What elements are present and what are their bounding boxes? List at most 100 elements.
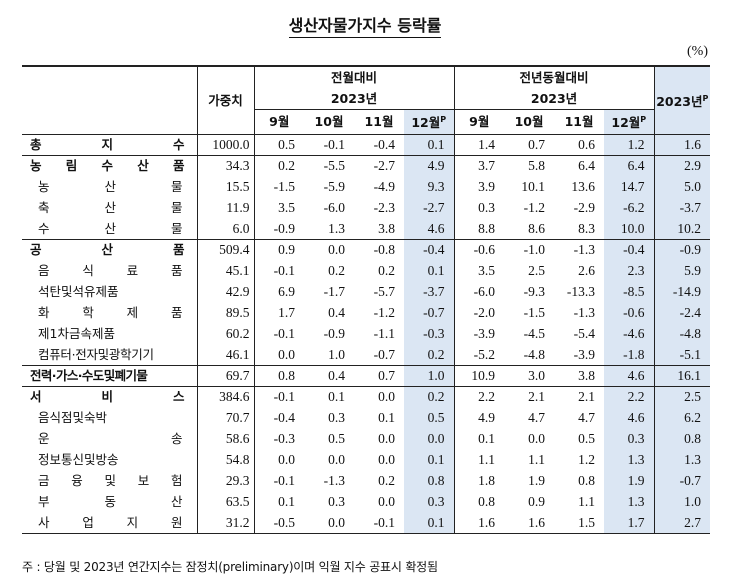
- weight-cell: 58.6: [196, 428, 254, 450]
- header-mom-month: 9월: [253, 109, 304, 135]
- yoy-cell: 3.7: [453, 155, 505, 177]
- header-yoy-month: 10월: [514, 114, 544, 129]
- yoy-cell: 1.5: [578, 514, 596, 530]
- mom-cell: 0.1: [328, 389, 345, 405]
- mom-cell: 0.1: [378, 410, 395, 425]
- row-label: 제1차금속제품: [38, 326, 115, 341]
- mom-cell: 0.0: [378, 494, 395, 509]
- row-label: 공 산 품: [30, 242, 185, 258]
- mom-cell: 4.9: [404, 155, 455, 177]
- header-yoy-month-current: 12월P: [604, 109, 655, 135]
- table-row: 사 업 지 원 31.2 -0.5 0.0 -0.1 0.1 1.6 1.6 1.5 1.7 2.7: [22, 512, 711, 534]
- mom-cell: -0.1: [253, 260, 304, 282]
- table-row: 총 지 수 1000.0 0.5 -0.1 -0.4 0.1 1.4 0.7 0.6 1.2 1.6: [22, 134, 711, 156]
- mom-cell: -2.3: [373, 200, 395, 215]
- yoy-cell: -2.0: [453, 302, 505, 324]
- row-label: 농 림 수 산 품: [30, 158, 185, 174]
- yoy-cell: 1.6: [453, 512, 505, 534]
- mom-cell: -0.1: [373, 514, 395, 530]
- yoy-cell: 1.6: [528, 514, 546, 530]
- mom-cell: 0.8: [404, 470, 455, 492]
- row-label: 정보통신및방송: [38, 452, 119, 467]
- mom-cell: 0.0: [378, 452, 395, 467]
- mom-cell: -0.9: [323, 326, 345, 341]
- yoy-cell: 1.2: [578, 452, 596, 467]
- yoy-cell: 10.9: [453, 365, 505, 387]
- annual-cell: 5.0: [653, 176, 711, 198]
- yoy-cell: 3.5: [453, 260, 505, 282]
- yoy-cell: -0.6: [604, 302, 655, 324]
- row-label: 사 업 지 원: [38, 514, 183, 530]
- yoy-cell: 0.7: [528, 137, 546, 152]
- mom-cell: 0.9: [253, 239, 304, 261]
- yoy-cell: 13.6: [571, 179, 596, 194]
- yoy-cell: 1.1: [528, 452, 546, 467]
- annual-cell: -2.4: [653, 302, 711, 324]
- mom-cell: -0.4: [404, 239, 455, 261]
- yoy-cell: 1.7: [604, 512, 655, 534]
- header-yoy-month: 9월: [453, 109, 505, 135]
- yoy-cell: -13.3: [566, 284, 596, 299]
- row-label: 음 식 료 품: [38, 263, 183, 278]
- mom-cell: 0.2: [404, 386, 455, 408]
- weight-cell: 11.9: [196, 197, 254, 219]
- yoy-cell: 8.6: [528, 220, 546, 236]
- weight-cell: 34.3: [196, 155, 254, 177]
- yoy-cell: -4.6: [604, 323, 655, 345]
- yoy-cell: 4.6: [604, 407, 655, 429]
- mom-cell: 3.5: [253, 197, 304, 219]
- annual-cell: 1.0: [653, 491, 711, 513]
- mom-cell: 0.5: [404, 407, 455, 429]
- weight-cell: 70.7: [196, 407, 254, 429]
- yoy-cell: 2.2: [604, 386, 655, 408]
- annual-cell: 0.8: [653, 428, 711, 450]
- yoy-cell: -1.8: [604, 344, 655, 366]
- yoy-cell: 0.1: [453, 428, 505, 450]
- yoy-cell: -8.5: [604, 281, 655, 303]
- table-row: 서 비 스 384.6 -0.1 0.1 0.0 0.2 2.2 2.1 2.1 2.2 2.5: [22, 386, 711, 408]
- annual-cell: 6.2: [653, 407, 711, 429]
- yoy-cell: 8.8: [453, 218, 505, 240]
- yoy-cell: -9.3: [523, 284, 546, 299]
- annual-cell: 10.2: [653, 218, 711, 240]
- mom-cell: 0.0: [253, 344, 304, 366]
- mom-cell: -4.9: [373, 179, 395, 194]
- table-row: 음 식 료 품 45.1 -0.1 0.2 0.2 0.1 3.5 2.5 2.6 2.3 5.9: [22, 260, 711, 282]
- mom-cell: 0.1: [253, 491, 304, 513]
- yoy-cell: 4.7: [578, 410, 596, 425]
- yoy-cell: 4.6: [604, 365, 655, 387]
- yoy-cell: -0.4: [604, 239, 655, 261]
- table-row: 농 림 수 산 품 34.3 0.2 -5.5 -2.7 4.9 3.7 5.8 6.4 6.4 2…: [22, 155, 711, 177]
- weight-cell: 69.7: [196, 365, 254, 387]
- yoy-cell: -1.3: [573, 305, 596, 320]
- row-label: 전력·가스·수도및폐기물: [30, 368, 148, 383]
- mom-cell: 0.8: [253, 365, 304, 387]
- mom-cell: 0.0: [328, 514, 345, 530]
- table-row: 정보통신및방송 54.8 0.0 0.0 0.0 0.1 1.1 1.1 1.2 1.3 1.3: [22, 449, 711, 471]
- mom-cell: 0.1: [404, 260, 455, 282]
- yoy-cell: 6.4: [578, 158, 596, 174]
- table-row: 공 산 품 509.4 0.9 0.0 -0.8 -0.4 -0.6 -1.0 -1.3 -0.4…: [22, 239, 711, 261]
- yoy-cell: 0.5: [578, 431, 596, 446]
- yoy-cell: 0.9: [528, 494, 546, 509]
- weight-cell: 45.1: [196, 260, 254, 282]
- weight-cell: 1000.0: [196, 134, 254, 156]
- table-row: 석탄및석유제품 42.9 6.9 -1.7 -5.7 -3.7 -6.0 -9.3 -13.3-…: [22, 281, 711, 303]
- mom-cell: -0.1: [323, 137, 345, 152]
- mom-cell: 0.0: [404, 428, 455, 450]
- annual-cell: -3.7: [653, 197, 711, 219]
- mom-cell: -5.5: [323, 158, 345, 174]
- mom-cell: 0.4: [328, 368, 345, 383]
- mom-cell: -1.5: [253, 176, 304, 198]
- header-mom-month: 11월: [364, 114, 394, 129]
- mom-cell: -2.7: [373, 158, 395, 174]
- weight-cell: 384.6: [196, 386, 254, 408]
- mom-cell: -5.7: [373, 284, 395, 299]
- row-label: 음식점및숙박: [38, 410, 108, 425]
- yoy-cell: 1.3: [604, 491, 655, 513]
- mom-cell: -0.3: [253, 428, 304, 450]
- header-mom-month-current: 12월P: [404, 109, 455, 135]
- yoy-cell: -6.0: [453, 281, 505, 303]
- weight-cell: 29.3: [196, 470, 254, 492]
- table-row: 전력·가스·수도및폐기물 69.7 0.8 0.4 0.7 1.0 10.9 3.0 3.8 4.…: [22, 365, 711, 387]
